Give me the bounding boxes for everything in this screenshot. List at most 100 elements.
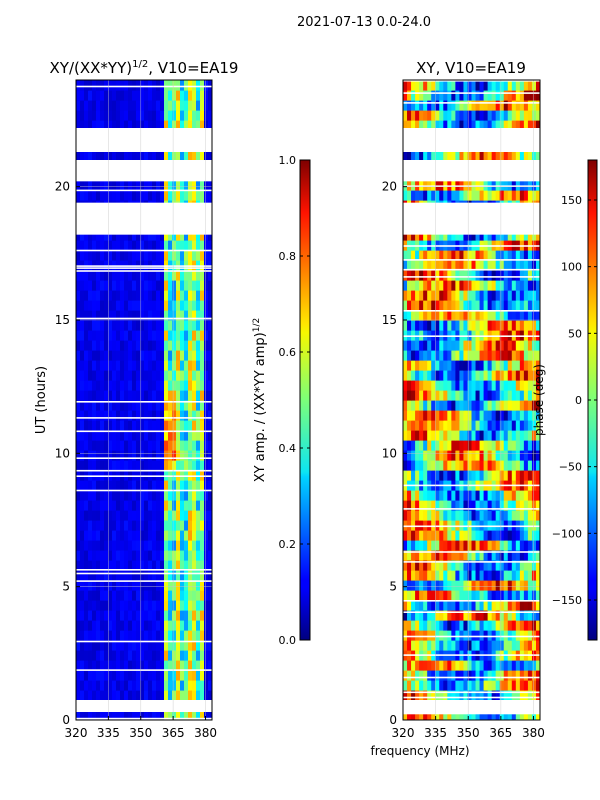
amplitude-heatmap-cell: [104, 570, 109, 581]
phase-heatmap-cell: [403, 110, 408, 121]
amplitude-heatmap-cell: [144, 590, 149, 601]
amplitude-heatmap-cell: [96, 630, 101, 641]
amplitude-heatmap-cell: [112, 620, 117, 631]
amplitude-heatmap-cell: [156, 360, 161, 371]
amplitude-heatmap-cell: [152, 500, 157, 511]
phase-heatmap-cell: [415, 640, 420, 651]
amplitude-heatmap-cell: [184, 390, 189, 401]
amplitude-heatmap-cell: [184, 660, 189, 671]
amplitude-heatmap-cell: [136, 390, 141, 401]
amplitude-heatmap-cell: [184, 640, 189, 651]
phase-heatmap-cell: [507, 640, 513, 651]
phase-heatmap-cell: [447, 600, 452, 611]
phase-heatmap-cell: [479, 600, 485, 611]
phase-heatmap-cell: [447, 510, 452, 521]
amplitude-heatmap-cell: [96, 380, 101, 391]
amplitude-heatmap-cell: [180, 480, 185, 491]
amplitude-heatmap-cell: [132, 580, 137, 591]
phase-heatmap-cell: [523, 490, 529, 501]
amplitude-heatmap-cell: [96, 450, 101, 461]
amplitude-heatmap-cell: [160, 650, 165, 661]
phase-heatmap-cell: [495, 360, 501, 371]
amplitude-heatmap-cell: [152, 520, 157, 531]
amplitude-heatmap-cell: [164, 510, 169, 521]
phase-heatmap-cell: [535, 470, 540, 481]
amplitude-heatmap-cell: [112, 110, 117, 121]
amplitude-heatmap-cell: [168, 500, 173, 511]
phase-heatmap-cell: [435, 610, 440, 621]
amplitude-heatmap-cell: [80, 390, 85, 401]
phase-heatmap-cell: [487, 590, 493, 601]
amplitude-heatmap-cell: [180, 530, 185, 541]
phase-heatmap-cell: [419, 580, 424, 591]
amplitude-heatmap-cell: [192, 370, 197, 381]
phase-heatmap-cell: [535, 500, 540, 511]
amplitude-heatmap-cell: [100, 660, 105, 671]
phase-heatmap-cell: [467, 80, 473, 91]
amplitude-heatmap-cell: [208, 180, 212, 191]
amplitude-heatmap-cell: [204, 150, 209, 161]
phase-heatmap-cell: [483, 620, 489, 631]
phase-heatmap-cell: [523, 410, 529, 421]
phase-heatmap-cell: [423, 270, 428, 281]
phase-heatmap-cell: [495, 560, 501, 571]
amplitude-heatmap-cell: [132, 430, 137, 441]
amplitude-heatmap-cell: [144, 80, 149, 91]
amplitude-heatmap-cell: [204, 290, 209, 301]
amplitude-heatmap-cell: [116, 670, 121, 681]
amplitude-heatmap-cell: [152, 120, 157, 131]
phase-flagged-line: [403, 551, 540, 553]
amplitude-heatmap-cell: [196, 290, 201, 301]
amplitude-heatmap-cell: [144, 560, 149, 571]
amplitude-heatmap-cell: [128, 670, 133, 681]
phase-heatmap-cell: [419, 410, 424, 421]
amplitude-heatmap-cell: [140, 370, 145, 381]
amplitude-flagged-line: [76, 227, 212, 230]
phase-heatmap-cell: [475, 80, 481, 91]
phase-heatmap-cell: [443, 510, 448, 521]
amplitude-heatmap-cell: [172, 540, 177, 551]
amplitude-heatmap-cell: [88, 650, 93, 661]
amplitude-heatmap-cell: [112, 320, 117, 331]
phase-heatmap-cell: [523, 440, 529, 451]
phase-heatmap-cell: [519, 330, 525, 341]
phase-heatmap-cell: [451, 110, 456, 121]
phase-heatmap-cell: [443, 100, 448, 111]
phase-heatmap-cell: [463, 570, 469, 581]
amplitude-flagged-interval: [76, 160, 212, 182]
phase-heatmap-cell: [483, 150, 489, 161]
phase-heatmap-cell: [407, 420, 412, 431]
amplitude-heatmap-cell: [164, 150, 169, 161]
amplitude-heatmap-cell: [208, 640, 212, 651]
phase-heatmap-cell: [419, 450, 424, 461]
amplitude-heatmap-cell: [196, 590, 201, 601]
phase-heatmap-cell: [527, 630, 533, 641]
amplitude-heatmap-cell: [112, 350, 117, 361]
phase-heatmap-cell: [419, 440, 424, 451]
amplitude-heatmap-cell: [200, 80, 205, 91]
amplitude-heatmap-cell: [124, 490, 129, 501]
phase-heatmap-cell: [451, 630, 456, 641]
phase-heatmap-cell: [527, 120, 533, 131]
phase-heatmap-cell: [431, 320, 436, 331]
amplitude-heatmap-cell: [168, 190, 173, 201]
phase-heatmap-cell: [495, 340, 501, 351]
amplitude-heatmap-cell: [184, 90, 189, 101]
amplitude-heatmap-cell: [168, 330, 173, 341]
phase-heatmap-cell: [411, 460, 416, 471]
amplitude-heatmap-cell: [132, 590, 137, 601]
phase-heatmap-cell: [411, 380, 416, 391]
amplitude-heatmap-cell: [144, 610, 149, 621]
phase-heatmap-cell: [427, 420, 432, 431]
amplitude-heatmap-cell: [148, 390, 153, 401]
phase-heatmap-cell: [503, 550, 509, 561]
amplitude-heatmap-cell: [176, 240, 181, 251]
amplitude-heatmap-cell: [148, 190, 153, 201]
phase-heatmap-cell: [483, 420, 489, 431]
phase-heatmap-cell: [507, 510, 513, 521]
phase-heatmap-cell: [459, 310, 465, 321]
amplitude-heatmap-cell: [148, 560, 153, 571]
phase-heatmap-cell: [419, 280, 424, 291]
phase-heatmap-cell: [523, 400, 529, 411]
amplitude-heatmap-cell: [188, 480, 193, 491]
